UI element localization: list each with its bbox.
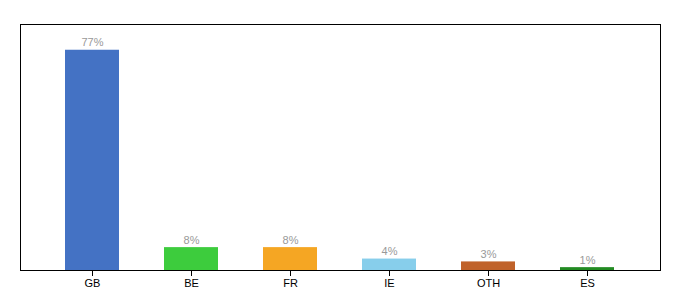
svg-text:OTH: OTH xyxy=(477,277,500,289)
svg-text:ES: ES xyxy=(580,277,595,289)
svg-text:77%: 77% xyxy=(81,36,103,48)
svg-text:GB: GB xyxy=(85,277,101,289)
svg-text:BE: BE xyxy=(184,277,199,289)
svg-text:8%: 8% xyxy=(283,234,299,246)
svg-text:8%: 8% xyxy=(184,234,200,246)
svg-text:3%: 3% xyxy=(481,248,497,260)
svg-text:IE: IE xyxy=(384,277,394,289)
svg-text:4%: 4% xyxy=(382,245,398,257)
svg-text:1%: 1% xyxy=(580,254,596,266)
svg-text:FR: FR xyxy=(283,277,298,289)
